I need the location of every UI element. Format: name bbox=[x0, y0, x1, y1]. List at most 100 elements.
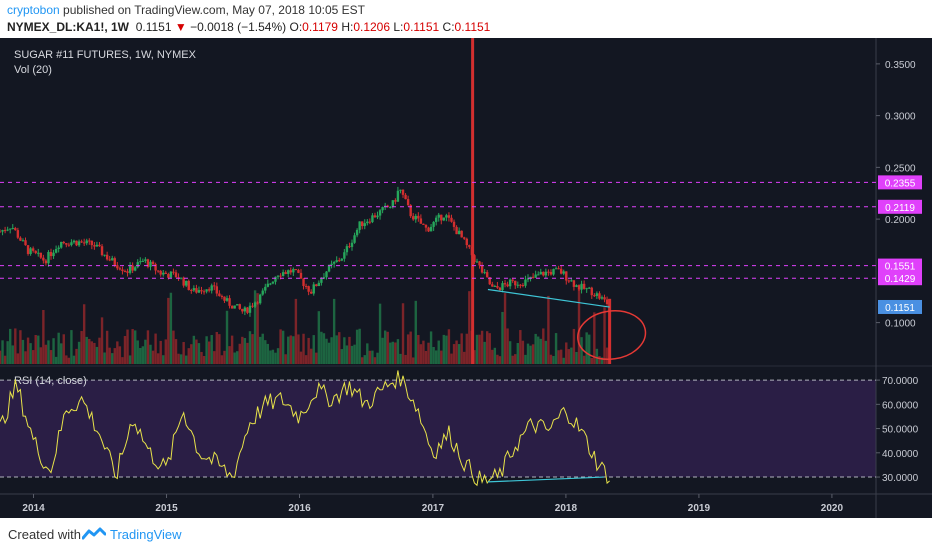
volume-bar bbox=[26, 337, 30, 364]
candle-body bbox=[21, 240, 25, 242]
volume-bar bbox=[95, 346, 99, 364]
candle-body bbox=[82, 242, 86, 244]
candle-body bbox=[577, 285, 581, 290]
candle-body bbox=[34, 250, 37, 254]
candle-body bbox=[207, 289, 211, 291]
candle-body bbox=[429, 226, 433, 232]
volume-bar bbox=[52, 338, 55, 364]
candle-body bbox=[315, 284, 318, 287]
volume-bar bbox=[187, 348, 190, 364]
volume-bar bbox=[577, 289, 581, 364]
annotation-circle bbox=[577, 310, 647, 361]
volume-bar bbox=[246, 342, 249, 364]
volume-bar bbox=[312, 335, 315, 364]
candle-body bbox=[537, 274, 540, 276]
volume-bar bbox=[16, 353, 20, 364]
volume-spike-bar bbox=[471, 38, 475, 364]
author-link[interactable]: cryptobon bbox=[7, 3, 60, 17]
candle-body bbox=[246, 307, 249, 313]
candle-body bbox=[514, 280, 517, 286]
candle-body bbox=[103, 254, 106, 256]
volume-bar bbox=[485, 331, 489, 364]
candle-body bbox=[330, 263, 333, 266]
volume-bar bbox=[192, 335, 196, 364]
volume-bar bbox=[62, 334, 65, 364]
volume-bar bbox=[475, 334, 479, 364]
high-label: H: bbox=[341, 20, 354, 34]
volume-bar bbox=[531, 344, 535, 364]
candle-body bbox=[567, 280, 571, 282]
candle-body bbox=[361, 221, 364, 227]
candle-body bbox=[42, 257, 45, 261]
volume-bar bbox=[225, 310, 229, 364]
volume-bar bbox=[562, 357, 565, 364]
candle-body bbox=[113, 258, 116, 266]
volume-bar bbox=[427, 342, 430, 364]
volume-bar bbox=[179, 354, 183, 364]
volume-bar bbox=[151, 350, 155, 364]
volume-bar bbox=[241, 336, 244, 364]
candle-body bbox=[215, 286, 219, 294]
candle-body bbox=[156, 270, 160, 272]
volume-bar bbox=[600, 357, 604, 364]
volume-bar bbox=[164, 339, 167, 364]
volume-bar bbox=[473, 350, 476, 364]
volume-bar bbox=[149, 344, 152, 364]
candle-body bbox=[121, 269, 124, 271]
volume-bar bbox=[511, 355, 514, 364]
volume-bar bbox=[330, 337, 333, 364]
candle-body bbox=[452, 221, 456, 227]
tradingview-brand-link[interactable]: TradingView bbox=[110, 527, 182, 542]
volume-bar bbox=[542, 328, 545, 364]
volume-bar bbox=[85, 336, 88, 364]
candle-body bbox=[154, 264, 157, 271]
volume-bar bbox=[177, 353, 180, 364]
volume-bar bbox=[355, 329, 359, 364]
volume-bar bbox=[506, 328, 509, 364]
high-value: 0.1206 bbox=[353, 20, 391, 34]
candle-body bbox=[195, 288, 198, 293]
volume-bar bbox=[190, 344, 193, 364]
candle-body bbox=[100, 246, 104, 256]
last-price: 0.1151 bbox=[135, 20, 172, 34]
volume-bar bbox=[457, 344, 461, 364]
candle-body bbox=[126, 271, 129, 273]
candle-body bbox=[123, 270, 127, 272]
candle-body bbox=[483, 272, 486, 274]
volume-bar bbox=[264, 340, 267, 364]
volume-bar bbox=[297, 334, 300, 364]
candle-body bbox=[294, 269, 298, 271]
rsi-tick-label: 40.0000 bbox=[882, 449, 919, 460]
volume-bar bbox=[373, 357, 377, 364]
candle-body bbox=[299, 272, 303, 279]
time-tick-label: 2014 bbox=[22, 503, 45, 514]
volume-bar bbox=[605, 347, 609, 364]
volume-bar bbox=[126, 329, 129, 364]
volume-bar bbox=[381, 337, 384, 364]
candle-body bbox=[26, 245, 30, 254]
candle-body bbox=[297, 269, 300, 273]
candle-body bbox=[9, 228, 12, 230]
candle-body bbox=[394, 200, 397, 202]
candle-body bbox=[93, 245, 96, 247]
volume-bar bbox=[236, 351, 239, 364]
published-text: published on TradingView.com, May 07, 20… bbox=[63, 3, 366, 17]
candle-body bbox=[60, 241, 63, 248]
volume-bar bbox=[483, 341, 486, 364]
candle-body bbox=[248, 305, 252, 313]
volume-bar bbox=[417, 334, 420, 364]
candle-body bbox=[151, 261, 155, 265]
candle-body bbox=[243, 307, 247, 312]
candle-body bbox=[218, 293, 221, 296]
candle-body bbox=[287, 270, 290, 274]
candle-body bbox=[368, 221, 372, 223]
volume-bar bbox=[557, 350, 560, 364]
candle-body bbox=[258, 294, 262, 304]
symbol-quote-line: NYMEX_DL:KA1!, 1W 0.1151 ▼ −0.0018 (−1.5… bbox=[7, 20, 490, 34]
volume-bar bbox=[57, 332, 60, 364]
candle-body bbox=[437, 214, 440, 218]
candle-body bbox=[445, 215, 448, 218]
candle-body bbox=[419, 218, 423, 224]
volume-bar bbox=[200, 351, 203, 364]
